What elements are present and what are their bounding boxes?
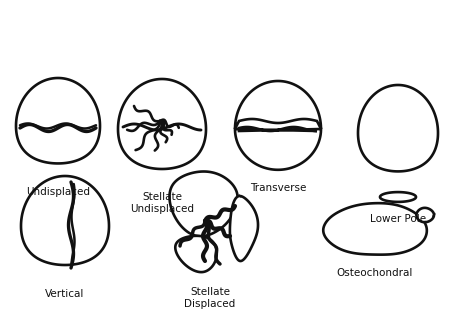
- Polygon shape: [358, 85, 438, 171]
- Text: Undisplaced: Undisplaced: [26, 187, 90, 197]
- Text: Lower Pole: Lower Pole: [370, 214, 426, 224]
- Polygon shape: [175, 236, 217, 272]
- Text: Transverse: Transverse: [250, 183, 306, 193]
- Polygon shape: [21, 176, 109, 265]
- Polygon shape: [380, 192, 416, 202]
- Polygon shape: [170, 171, 237, 236]
- Polygon shape: [417, 208, 434, 222]
- Polygon shape: [235, 81, 321, 129]
- Polygon shape: [118, 79, 206, 169]
- Text: Vertical: Vertical: [46, 289, 85, 299]
- Polygon shape: [16, 78, 100, 163]
- Polygon shape: [235, 127, 321, 170]
- Text: Stellate
Undisplaced: Stellate Undisplaced: [130, 192, 194, 213]
- Text: Osteochondral: Osteochondral: [337, 268, 413, 278]
- Text: Stellate
Displaced: Stellate Displaced: [184, 287, 236, 308]
- Polygon shape: [230, 196, 258, 261]
- Polygon shape: [323, 203, 427, 255]
